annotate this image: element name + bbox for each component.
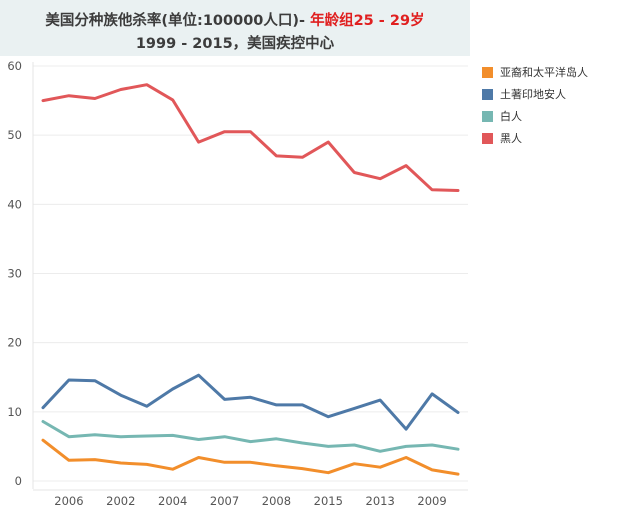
series-line: [41, 438, 460, 476]
x-tick-label: 2002: [106, 494, 135, 508]
legend-item: 黑人: [482, 127, 588, 149]
y-tick-label: 60: [7, 59, 22, 73]
title-age-group: 年龄组25 - 29岁: [310, 13, 425, 29]
x-tick-label: 2015: [314, 494, 343, 508]
legend-swatch: [482, 88, 493, 100]
legend-swatch: [482, 110, 493, 122]
x-tick-label: 2013: [366, 494, 395, 508]
x-tick-label: 2004: [158, 494, 187, 508]
series-line: [41, 83, 460, 192]
legend-label: 亚裔和太平洋岛人: [500, 66, 588, 79]
x-tick-label: 2007: [210, 494, 239, 508]
series-line: [41, 420, 460, 453]
legend-swatch: [482, 132, 493, 144]
line-chart: 0 10 20 30 40 50 60 2006 2002 2004 2007 2008 2015 201…: [7, 59, 468, 508]
y-tick-label: 20: [7, 336, 22, 350]
x-tick-label: 2009: [417, 494, 446, 508]
y-tick-label: 10: [7, 405, 22, 419]
y-tick-label: 0: [15, 474, 22, 488]
legend-label: 土著印地安人: [500, 88, 566, 101]
y-tick-label: 30: [7, 267, 22, 281]
series-line: [41, 373, 460, 431]
legend-item: 土著印地安人: [482, 83, 588, 105]
x-tick-label: 2008: [262, 494, 291, 508]
legend-swatch: [482, 66, 493, 78]
chart-title-line1: 美国分种族他杀率(单位:100000人口)- 年龄组25 - 29岁: [0, 9, 470, 30]
legend: 亚裔和太平洋岛人 土著印地安人 白人黑人: [482, 61, 588, 149]
title-part1: 美国分种族他杀率(单位:100000人口)-: [45, 13, 311, 29]
legend-item: 亚裔和太平洋岛人: [482, 61, 588, 83]
x-tick-label: 2006: [54, 494, 83, 508]
title-box: 美国分种族他杀率(单位:100000人口)- 年龄组25 - 29岁 1999 …: [0, 0, 470, 56]
legend-label: 白人: [500, 110, 522, 123]
legend-label: 黑人: [500, 132, 522, 145]
chart-subtitle: 1999 - 2015，美国疾控中心: [135, 36, 335, 52]
legend-item: 白人: [482, 105, 588, 127]
y-tick-label: 50: [7, 128, 22, 142]
y-tick-label: 40: [7, 197, 22, 211]
